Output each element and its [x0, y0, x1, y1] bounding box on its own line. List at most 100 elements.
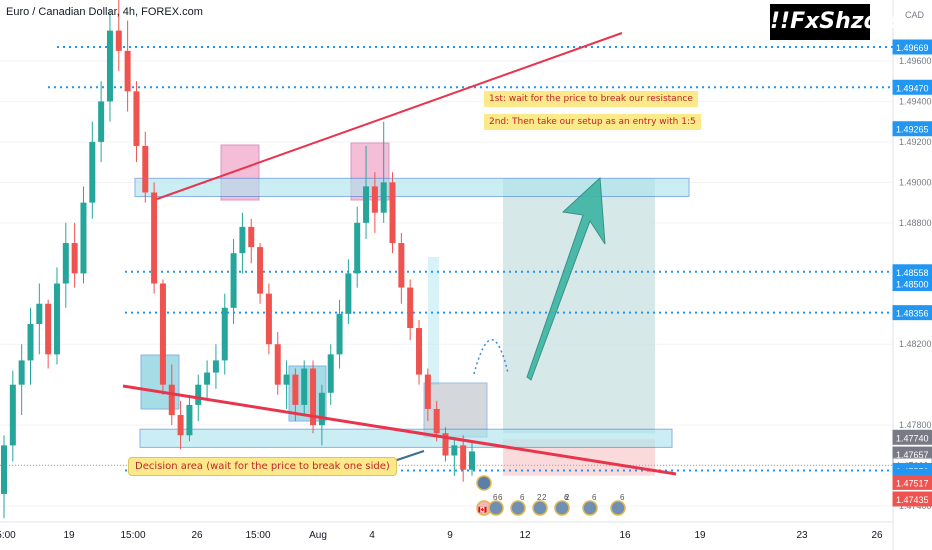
price-tick-label: 1.49600 [899, 56, 932, 66]
candle [371, 172, 378, 233]
candle-body [310, 368, 317, 426]
candle-body [115, 30, 122, 51]
candle [310, 360, 317, 434]
candle-body [195, 384, 202, 405]
price-marker-label: 1.49669 [896, 43, 929, 53]
price-marker-label: 1.47657 [896, 450, 929, 460]
candle-body [301, 368, 308, 405]
resistance-zone [134, 177, 690, 198]
candle [18, 344, 25, 416]
candle-body [133, 91, 140, 146]
time-tick-label: 26 [191, 530, 203, 541]
candle-body [336, 313, 343, 355]
candle [416, 319, 423, 385]
event-icon [610, 500, 626, 516]
time-tick-label: Aug [309, 530, 327, 541]
candle [469, 441, 475, 476]
price-marker [892, 79, 932, 95]
candle-body [62, 243, 69, 284]
event-count: 2 [537, 493, 542, 502]
candle [62, 222, 69, 308]
decision-area-label: Decision area (wait for the price to bre… [128, 457, 397, 476]
candle-body [424, 374, 431, 409]
author-badge: !!FxShzd!! [770, 4, 899, 40]
candle [221, 293, 228, 375]
candle [274, 332, 281, 395]
candle [424, 368, 431, 422]
candle [124, 20, 131, 112]
event-icon [510, 500, 526, 516]
candle-body [230, 253, 237, 308]
candle [177, 400, 184, 450]
candle [407, 279, 414, 341]
candle-body [416, 328, 423, 375]
candle [36, 283, 43, 355]
price-marker [892, 491, 932, 507]
candle-body [186, 404, 193, 436]
candle [27, 307, 34, 385]
candle [204, 360, 211, 401]
candle [186, 394, 193, 442]
event-count: 2 [565, 493, 570, 502]
candle-body [151, 192, 158, 284]
candle-body [45, 303, 52, 355]
teal-arrow-icon [526, 176, 606, 381]
candle-body [460, 445, 467, 470]
event-count: 6 [592, 493, 597, 502]
price-tick-label: 1.48800 [899, 218, 932, 228]
candle [354, 206, 361, 288]
time-tick-label: 12 [519, 530, 531, 541]
candle-body [98, 101, 105, 142]
candle [106, 10, 113, 122]
candle-body [363, 186, 370, 223]
price-marker [892, 429, 932, 445]
candle-body [53, 283, 60, 355]
candle [115, 0, 122, 72]
candle-body [248, 226, 255, 248]
candle-body [354, 222, 361, 274]
event-count: 2 [542, 493, 547, 502]
candle-body [274, 344, 281, 385]
price-marker-label: 1.49470 [896, 83, 929, 93]
events-layer[interactable]: 🇨🇦6 6 2 6 6 62 26 [476, 475, 626, 516]
candle-body [212, 360, 219, 373]
candle [336, 299, 343, 369]
time-tick-label: 23 [796, 530, 808, 541]
price-marker [892, 121, 932, 137]
candle [398, 232, 405, 304]
time-axis[interactable]: 5:00 19 15:00 26 15:00 Aug 4 9 12 16 19 23 26 [0, 521, 893, 541]
candle [442, 427, 449, 462]
price-marker-label: 1.47435 [896, 495, 929, 505]
candle [71, 222, 78, 288]
time-tick-label: 19 [63, 530, 75, 541]
time-tick-label: 19 [694, 530, 706, 541]
time-tick-label: 16 [619, 530, 631, 541]
candle-body [159, 283, 166, 385]
price-axis[interactable]: CAD1.474001.476001.478001.482001.488001.… [892, 0, 932, 550]
candle-body [327, 354, 334, 393]
candle-body [27, 323, 34, 361]
candle-body [345, 273, 352, 314]
event-icon [476, 475, 492, 491]
candle-body [168, 384, 175, 416]
candle-body [80, 202, 87, 274]
candle [212, 344, 219, 389]
candle-body [204, 372, 211, 385]
currency-label: CAD [905, 10, 925, 20]
price-marker [892, 39, 932, 55]
candle-body [451, 445, 458, 456]
candle-body [469, 451, 475, 470]
candle [9, 370, 16, 462]
price-marker-label: 1.48558 [896, 268, 929, 278]
price-marker [892, 305, 932, 321]
candle [451, 437, 458, 476]
candle-body [389, 182, 396, 244]
candle [133, 81, 140, 163]
candle [318, 384, 325, 446]
candle [248, 218, 255, 264]
event-icon [554, 500, 570, 516]
event-count: 6 [493, 493, 498, 502]
event-count: 6 [498, 493, 503, 502]
event-icon [582, 500, 598, 516]
